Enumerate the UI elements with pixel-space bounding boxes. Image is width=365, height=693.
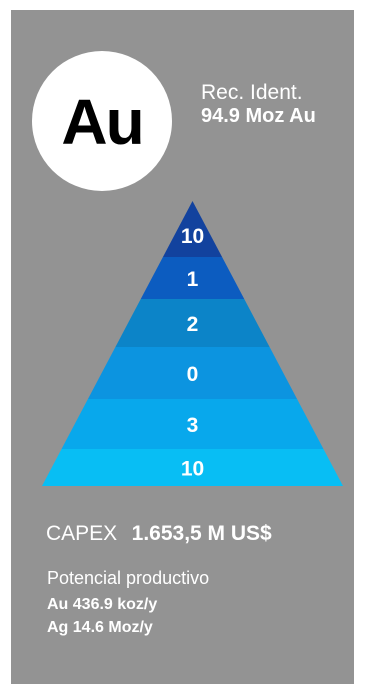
pyramid-level-4-label: 0	[187, 363, 199, 386]
project-pyramid: 10 1 2 0 3 10	[42, 201, 343, 486]
pyramid-level-5-label: 3	[187, 414, 199, 437]
production-silver: Ag 14.6 Moz/y	[47, 619, 153, 636]
pyramid-level-6-label: 10	[181, 458, 204, 481]
pyramid-level-3-label: 2	[187, 313, 199, 336]
capex-row: CAPEX 1.653,5 M US$	[46, 522, 272, 546]
production-gold: Au 436.9 koz/y	[47, 596, 158, 613]
pyramid-level-4	[87, 347, 298, 399]
commodity-card: Au Rec. Ident. 94.9 Moz Au 10 1 2 0 3 10 CAPE…	[11, 10, 354, 684]
pyramid-level-5	[61, 399, 324, 449]
pyramid-level-2-label: 1	[187, 268, 199, 291]
resources-label: Rec. Ident.	[201, 81, 303, 104]
pyramid-level-1-label: 10	[181, 225, 204, 248]
capex-value: 1.653,5 M US$	[131, 522, 272, 545]
element-badge: Au	[32, 51, 172, 191]
pyramid-level-3	[115, 299, 270, 347]
capex-label: CAPEX	[46, 522, 118, 545]
production-potential-label: Potencial productivo	[47, 568, 210, 588]
pyramid-level-1	[162, 201, 223, 257]
resources-value: 94.9 Moz Au	[201, 105, 316, 127]
pyramid-level-6	[42, 449, 343, 486]
pyramid-level-2	[140, 257, 245, 299]
element-symbol: Au	[61, 86, 144, 158]
